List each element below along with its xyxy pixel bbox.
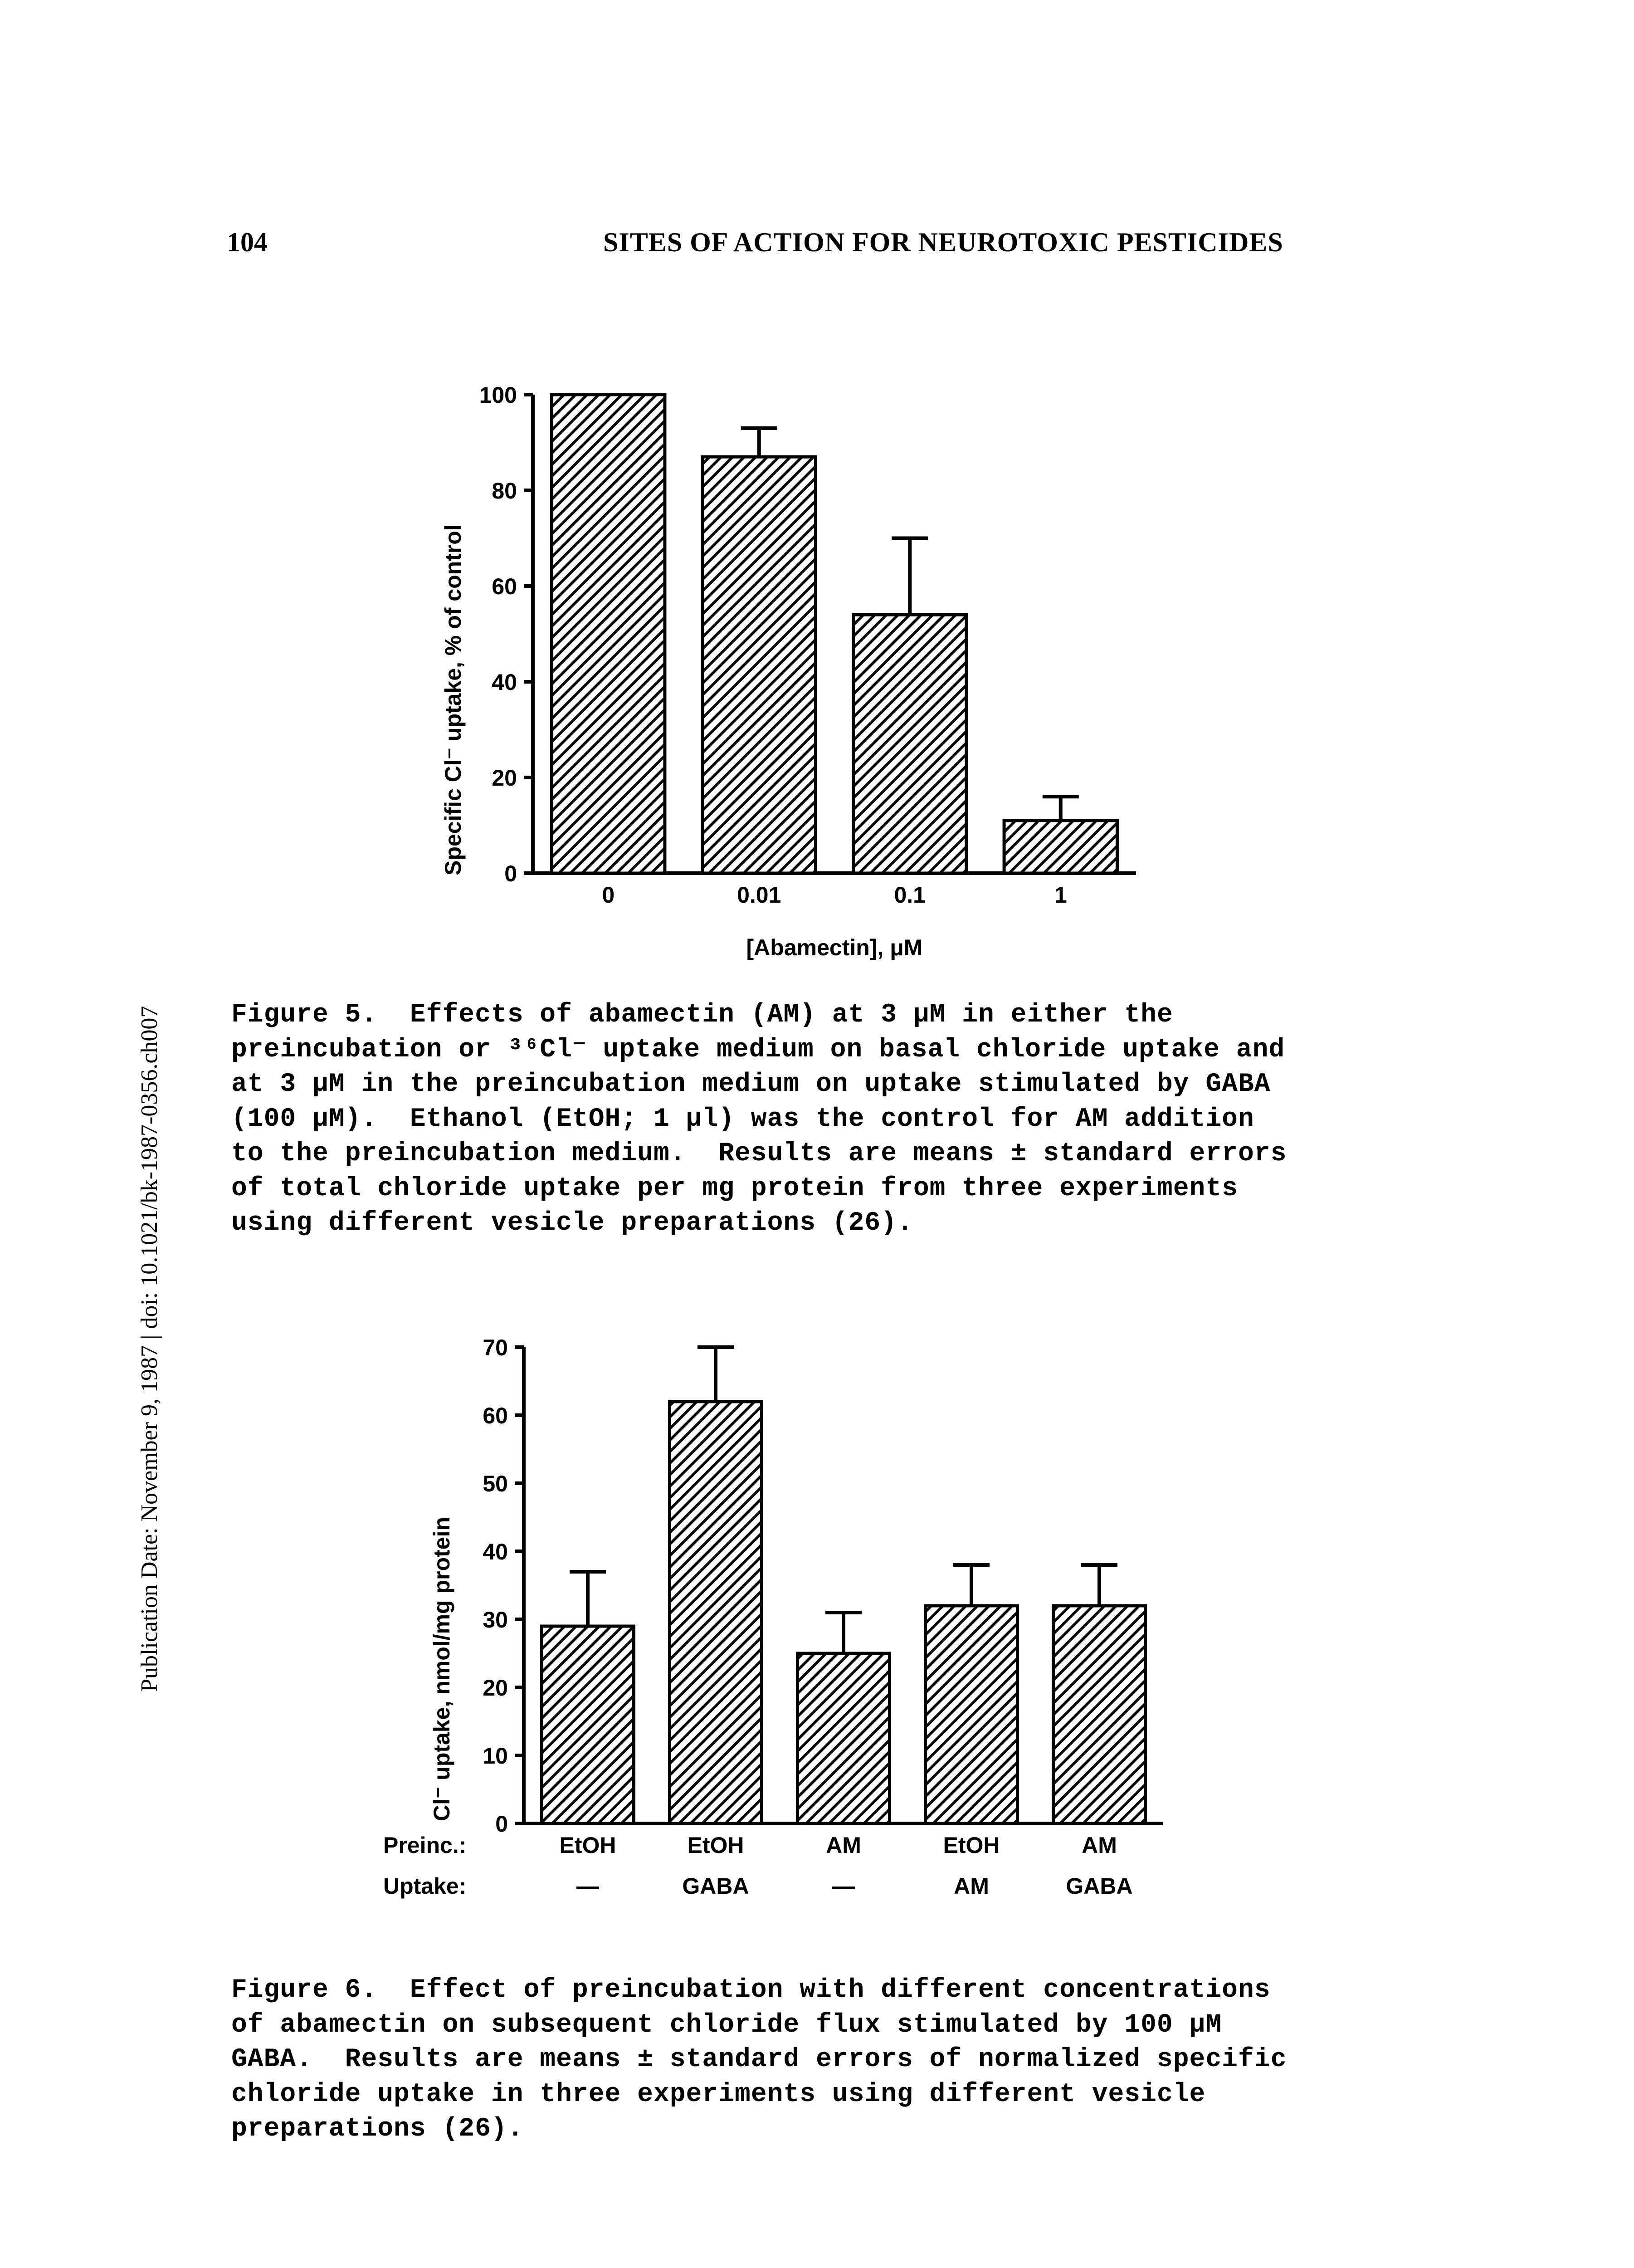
svg-text:40: 40 <box>492 670 517 695</box>
svg-text:0.1: 0.1 <box>894 882 926 908</box>
svg-text:1: 1 <box>1054 882 1067 908</box>
figure-6-chart: 0 10 20 30 40 50 60 70 EtOH — EtOH GABA AM — EtOH AM AM G… <box>374 1338 1181 1919</box>
running-head: SITES OF ACTION FOR NEUROTOXIC PESTICIDE… <box>603 227 1283 258</box>
svg-text:40: 40 <box>483 1539 508 1564</box>
svg-text:70: 70 <box>483 1338 508 1360</box>
svg-text:0: 0 <box>602 882 615 908</box>
svg-text:GABA: GABA <box>1066 1873 1132 1899</box>
bar <box>925 1606 1017 1823</box>
svg-text:0: 0 <box>504 861 517 886</box>
bar <box>854 615 966 873</box>
svg-text:Uptake:: Uptake: <box>383 1873 466 1899</box>
svg-text:60: 60 <box>483 1403 508 1428</box>
svg-text:20: 20 <box>483 1675 508 1701</box>
figure-6-ylabel: Cl⁻ uptake, nmol/mg protein <box>429 1517 455 1821</box>
svg-text:AM: AM <box>1082 1833 1117 1858</box>
svg-text:100: 100 <box>479 386 517 408</box>
svg-text:0.01: 0.01 <box>737 882 781 908</box>
bar <box>1053 1606 1145 1823</box>
svg-text:EtOH: EtOH <box>560 1833 616 1858</box>
svg-text:AM: AM <box>954 1873 989 1899</box>
svg-text:60: 60 <box>492 574 517 599</box>
figure-5-ylabel: Specific Cl⁻ uptake, % of control <box>440 524 466 875</box>
svg-text:GABA: GABA <box>682 1873 749 1899</box>
svg-text:0: 0 <box>495 1811 508 1837</box>
svg-text:20: 20 <box>492 765 517 791</box>
svg-text:AM: AM <box>826 1833 861 1858</box>
bar <box>1004 821 1117 873</box>
figure-5-xlabel: [Abamectin], μM <box>533 934 1136 961</box>
bar <box>552 395 665 873</box>
svg-text:30: 30 <box>483 1607 508 1633</box>
bar <box>541 1626 634 1823</box>
figure-5-chart: 0 20 40 60 80 100 0 0.01 0.1 1 <box>456 386 1154 923</box>
svg-text:10: 10 <box>483 1743 508 1769</box>
svg-text:—: — <box>576 1873 599 1899</box>
page: 104 SITES OF ACTION FOR NEUROTOXIC PESTI… <box>0 0 1634 2268</box>
svg-text:Preinc.:: Preinc.: <box>383 1833 466 1858</box>
page-number: 104 <box>227 227 268 258</box>
figure-6-caption: Figure 6. Effect of preincubation with d… <box>231 1973 1456 2147</box>
bar <box>702 457 815 873</box>
bar <box>797 1653 889 1823</box>
svg-text:—: — <box>832 1873 855 1899</box>
svg-text:EtOH: EtOH <box>688 1833 744 1858</box>
svg-text:80: 80 <box>492 478 517 503</box>
bar <box>669 1402 761 1823</box>
svg-text:50: 50 <box>483 1471 508 1496</box>
sidebar-citation: Publication Date: November 9, 1987 | doi… <box>136 1006 163 1692</box>
figure-5-caption: Figure 5. Effects of abamectin (AM) at 3… <box>231 998 1456 1241</box>
svg-text:EtOH: EtOH <box>943 1833 1000 1858</box>
